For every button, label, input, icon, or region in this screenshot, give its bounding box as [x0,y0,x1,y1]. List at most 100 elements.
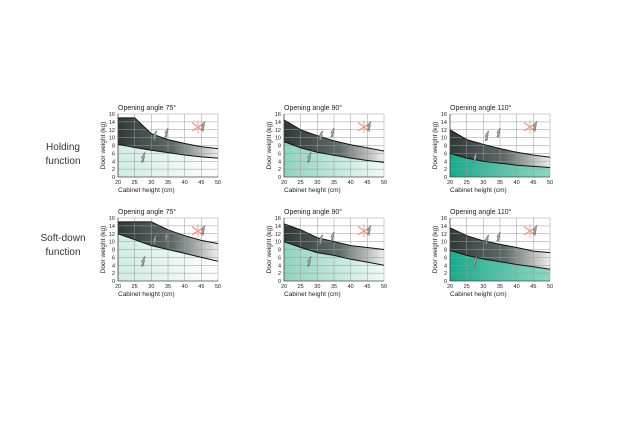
row-label-line2: function [45,247,81,258]
y-tick-label: 0 [278,279,281,285]
y-tick-label: 14 [109,120,115,126]
door-hand-icon [318,130,324,141]
x-tick-label: 35 [331,180,337,186]
door-hand-icon [473,256,478,267]
door-hand-icon [164,127,169,138]
x-tick-label: 40 [182,284,188,290]
door-hand-icon [367,225,372,235]
door-hand-icon [484,234,490,245]
y-tick-label: 16 [441,112,447,118]
lower-curve [449,152,551,168]
y-tick-label: 8 [278,248,281,254]
door-hand-icon [318,234,324,245]
x-tick-label: 40 [348,180,354,186]
y-tick-label: 12 [275,128,281,134]
x-axis-label: Cabinet height (cm) [118,291,175,298]
door-hand-icon [330,127,335,138]
y-tick-label: 8 [444,248,447,254]
row-label-soft-down: Soft-down function [28,232,98,260]
x-tick-label: 35 [497,284,503,290]
y-tick-label: 6 [444,255,447,261]
y-tick-label: 0 [444,279,447,285]
y-tick-label: 4 [444,263,447,269]
y-tick-label: 8 [444,144,447,150]
x-tick-label: 45 [530,180,536,186]
y-tick-label: 14 [441,224,447,230]
x-tick-label: 35 [497,180,503,186]
upper-curve [118,221,219,245]
x-tick-label: 45 [364,284,370,290]
x-tick-label: 30 [480,284,486,290]
y-tick-label: 4 [278,263,281,269]
y-tick-label: 14 [275,224,281,230]
door-hand-icon [152,130,158,141]
x-axis-label: Cabinet height (cm) [284,291,341,298]
chart-title: Opening angle 110° [450,208,512,216]
x-tick-label: 25 [132,180,138,186]
chart-panel: 20 25 30 35 40 45 50 0 2 4 6 8 10 12 14 16 Opening angle… [428,201,558,306]
chart-panel: 20 25 30 35 40 45 50 0 2 4 6 8 10 12 14 16 Opening angle… [96,97,226,202]
pictograms [141,224,206,267]
y-tick-label: 4 [112,263,115,269]
y-tick-label: 4 [112,159,115,165]
x-tick-label: 25 [298,284,304,290]
y-axis-label: Door weight (kg) [100,122,107,170]
upper-curve [283,223,385,250]
upper-curve [283,119,385,152]
upper-curve [449,129,551,158]
chart-title: Opening angle 75° [118,104,176,112]
y-tick-label: 12 [109,232,115,238]
y-tick-label: 6 [278,255,281,261]
y-tick-label: 2 [444,167,447,173]
y-tick-label: 16 [109,112,115,118]
y-tick-label: 12 [441,232,447,238]
x-tick-label: 30 [148,180,154,186]
x-tick-label: 40 [182,180,188,186]
x-tick-label: 40 [514,284,520,290]
y-tick-label: 2 [444,271,447,277]
pictograms [141,120,206,163]
chart-panel: 20 25 30 35 40 45 50 0 2 4 6 8 10 12 14 16 Opening angle… [96,201,226,306]
door-hand-icon [307,152,312,163]
row-label-line2: function [45,156,81,167]
door-hand-icon [330,231,335,242]
y-tick-label: 16 [441,216,447,222]
door-hand-icon [367,121,372,131]
pictograms [307,120,372,163]
y-tick-label: 16 [275,112,281,118]
x-tick-label: 50 [547,284,553,290]
x-tick-label: 25 [298,180,304,186]
x-tick-label: 30 [314,180,320,186]
y-tick-label: 10 [441,136,447,142]
upper-curve [449,227,551,254]
y-tick-label: 16 [109,216,115,222]
y-tick-label: 0 [278,175,281,181]
pictograms [307,224,372,267]
x-tick-label: 30 [314,284,320,290]
pictograms [473,224,538,267]
y-tick-label: 16 [275,216,281,222]
door-hand-icon [496,127,501,138]
lower-curve [117,143,219,159]
y-tick-label: 12 [109,128,115,134]
y-tick-label: 10 [441,240,447,246]
upper-curve [118,117,219,150]
x-tick-label: 20 [447,180,453,186]
door-hand-icon [307,256,312,267]
row-label-line1: Holding [46,142,80,153]
door-hand-icon [533,225,538,235]
y-tick-label: 6 [112,151,115,157]
y-tick-label: 10 [109,240,115,246]
x-tick-label: 35 [165,180,171,186]
x-axis-label: Cabinet height (cm) [284,187,341,194]
x-tick-label: 50 [215,180,221,186]
x-tick-label: 40 [348,284,354,290]
x-tick-label: 45 [530,284,536,290]
x-tick-label: 30 [148,284,154,290]
y-tick-label: 12 [441,128,447,134]
y-tick-label: 6 [278,151,281,157]
upper-band [118,117,218,159]
x-tick-label: 50 [547,180,553,186]
y-tick-label: 6 [444,151,447,157]
